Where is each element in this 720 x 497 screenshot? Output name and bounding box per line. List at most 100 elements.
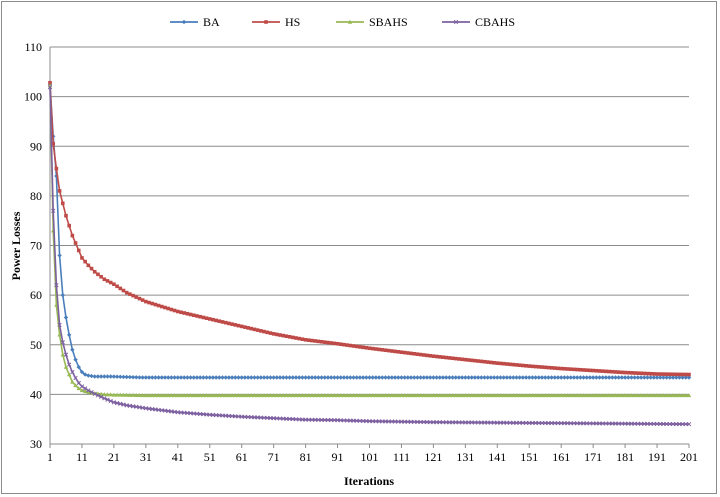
x-tick-label-1: 1 xyxy=(47,450,53,464)
data-point-sbahs-62 xyxy=(242,393,248,398)
data-point-ba-128 xyxy=(453,375,458,380)
data-point-ba-6 xyxy=(63,315,69,320)
data-point-ba-150 xyxy=(523,375,529,380)
data-point-sbahs-187 xyxy=(642,393,647,398)
data-point-ba-135 xyxy=(475,375,481,380)
data-point-ba-201 xyxy=(686,375,692,380)
data-point-sbahs-186 xyxy=(638,393,644,398)
data-point-ba-198 xyxy=(677,375,682,380)
data-point-sbahs-201 xyxy=(686,393,692,398)
data-point-cbahs-89 xyxy=(329,417,334,423)
data-point-sbahs-96 xyxy=(351,393,356,398)
data-point-ba-195 xyxy=(667,375,673,380)
data-point-hs-76 xyxy=(287,335,292,339)
data-point-cbahs-165 xyxy=(571,421,577,426)
data-point-hs-40 xyxy=(172,308,177,313)
series-line-hs xyxy=(49,82,690,376)
data-point-sbahs-171 xyxy=(590,393,596,398)
data-point-cbahs-121 xyxy=(431,420,436,425)
data-point-ba-124 xyxy=(440,375,446,380)
data-point-ba-39 xyxy=(169,375,174,380)
data-point-cbahs-111 xyxy=(399,419,404,424)
data-point-hs-161 xyxy=(559,366,563,371)
data-point-sbahs-142 xyxy=(498,393,503,398)
data-point-ba-168 xyxy=(581,375,586,380)
data-point-sbahs-132 xyxy=(466,393,471,398)
data-point-hs-92 xyxy=(338,342,343,347)
data-point-cbahs-116 xyxy=(415,419,420,425)
data-point-hs-128 xyxy=(453,356,458,361)
y-tick-label-70: 70 xyxy=(30,239,42,253)
data-point-ba-199 xyxy=(680,375,685,380)
data-point-hs-63 xyxy=(246,326,250,330)
data-point-cbahs-182 xyxy=(626,421,631,426)
data-point-hs-71 xyxy=(271,332,276,336)
data-point-cbahs-83 xyxy=(309,417,315,422)
data-point-hs-119 xyxy=(425,353,429,358)
data-point-hs-184 xyxy=(632,371,637,375)
data-point-ba-196 xyxy=(670,375,676,380)
data-point-hs-67 xyxy=(259,329,263,333)
data-point-hs-180 xyxy=(620,370,624,375)
data-point-cbahs-29 xyxy=(137,405,142,410)
data-point-sbahs-184 xyxy=(632,393,637,398)
data-point-ba-74 xyxy=(281,375,286,380)
data-point-hs-74 xyxy=(281,333,286,338)
data-point-hs-182 xyxy=(626,370,631,375)
data-point-hs-5 xyxy=(60,201,65,206)
data-point-ba-158 xyxy=(549,375,554,380)
data-point-cbahs-25 xyxy=(124,403,129,408)
data-point-hs-68 xyxy=(262,329,266,334)
data-point-cbahs-24 xyxy=(121,402,126,407)
data-point-hs-3 xyxy=(54,166,59,171)
data-point-cbahs-23 xyxy=(118,401,123,406)
data-point-ba-96 xyxy=(351,375,356,380)
data-point-ba-145 xyxy=(507,375,513,380)
data-point-hs-55 xyxy=(220,320,225,324)
data-point-cbahs-27 xyxy=(130,404,136,409)
data-point-ba-156 xyxy=(543,375,548,380)
data-point-hs-162 xyxy=(562,366,567,371)
data-point-cbahs-152 xyxy=(530,420,535,426)
data-point-sbahs-158 xyxy=(549,393,554,398)
data-point-cbahs-150 xyxy=(523,420,529,426)
legend-item-hs: HS xyxy=(252,15,300,29)
data-point-hs-117 xyxy=(418,352,423,357)
data-point-hs-86 xyxy=(319,339,324,344)
data-point-hs-50 xyxy=(204,316,209,321)
data-point-cbahs-28 xyxy=(134,404,139,409)
data-point-ba-98 xyxy=(357,375,363,380)
data-point-sbahs-74 xyxy=(281,393,286,398)
data-point-ba-188 xyxy=(645,375,650,380)
data-point-cbahs-157 xyxy=(546,420,551,426)
data-point-hs-72 xyxy=(275,332,279,337)
data-point-ba-16 xyxy=(95,374,101,379)
data-point-sbahs-197 xyxy=(674,393,679,398)
data-point-ba-38 xyxy=(166,375,171,380)
data-point-cbahs-130 xyxy=(460,420,465,425)
data-point-ba-99 xyxy=(360,375,366,380)
data-point-hs-13 xyxy=(86,263,91,268)
data-point-hs-199 xyxy=(680,372,685,377)
data-point-hs-173 xyxy=(597,369,602,373)
data-point-sbahs-34 xyxy=(153,393,158,398)
data-point-cbahs-13 xyxy=(86,388,91,393)
data-point-sbahs-178 xyxy=(613,393,618,398)
data-point-cbahs-177 xyxy=(610,421,615,426)
x-tick-label-171: 171 xyxy=(584,450,602,464)
data-point-hs-2 xyxy=(51,141,55,146)
data-point-sbahs-47 xyxy=(194,393,200,398)
data-point-ba-193 xyxy=(661,375,666,380)
data-point-ba-15 xyxy=(92,374,97,379)
data-point-hs-137 xyxy=(482,359,487,364)
data-point-ba-160 xyxy=(555,375,561,380)
data-point-hs-19 xyxy=(105,279,110,283)
data-point-hs-91 xyxy=(335,341,340,346)
data-point-hs-160 xyxy=(556,366,560,371)
data-point-cbahs-22 xyxy=(114,400,120,406)
data-point-sbahs-93 xyxy=(341,393,347,398)
data-point-ba-73 xyxy=(277,375,283,380)
data-point-sbahs-112 xyxy=(402,393,407,398)
data-point-hs-88 xyxy=(326,340,330,345)
